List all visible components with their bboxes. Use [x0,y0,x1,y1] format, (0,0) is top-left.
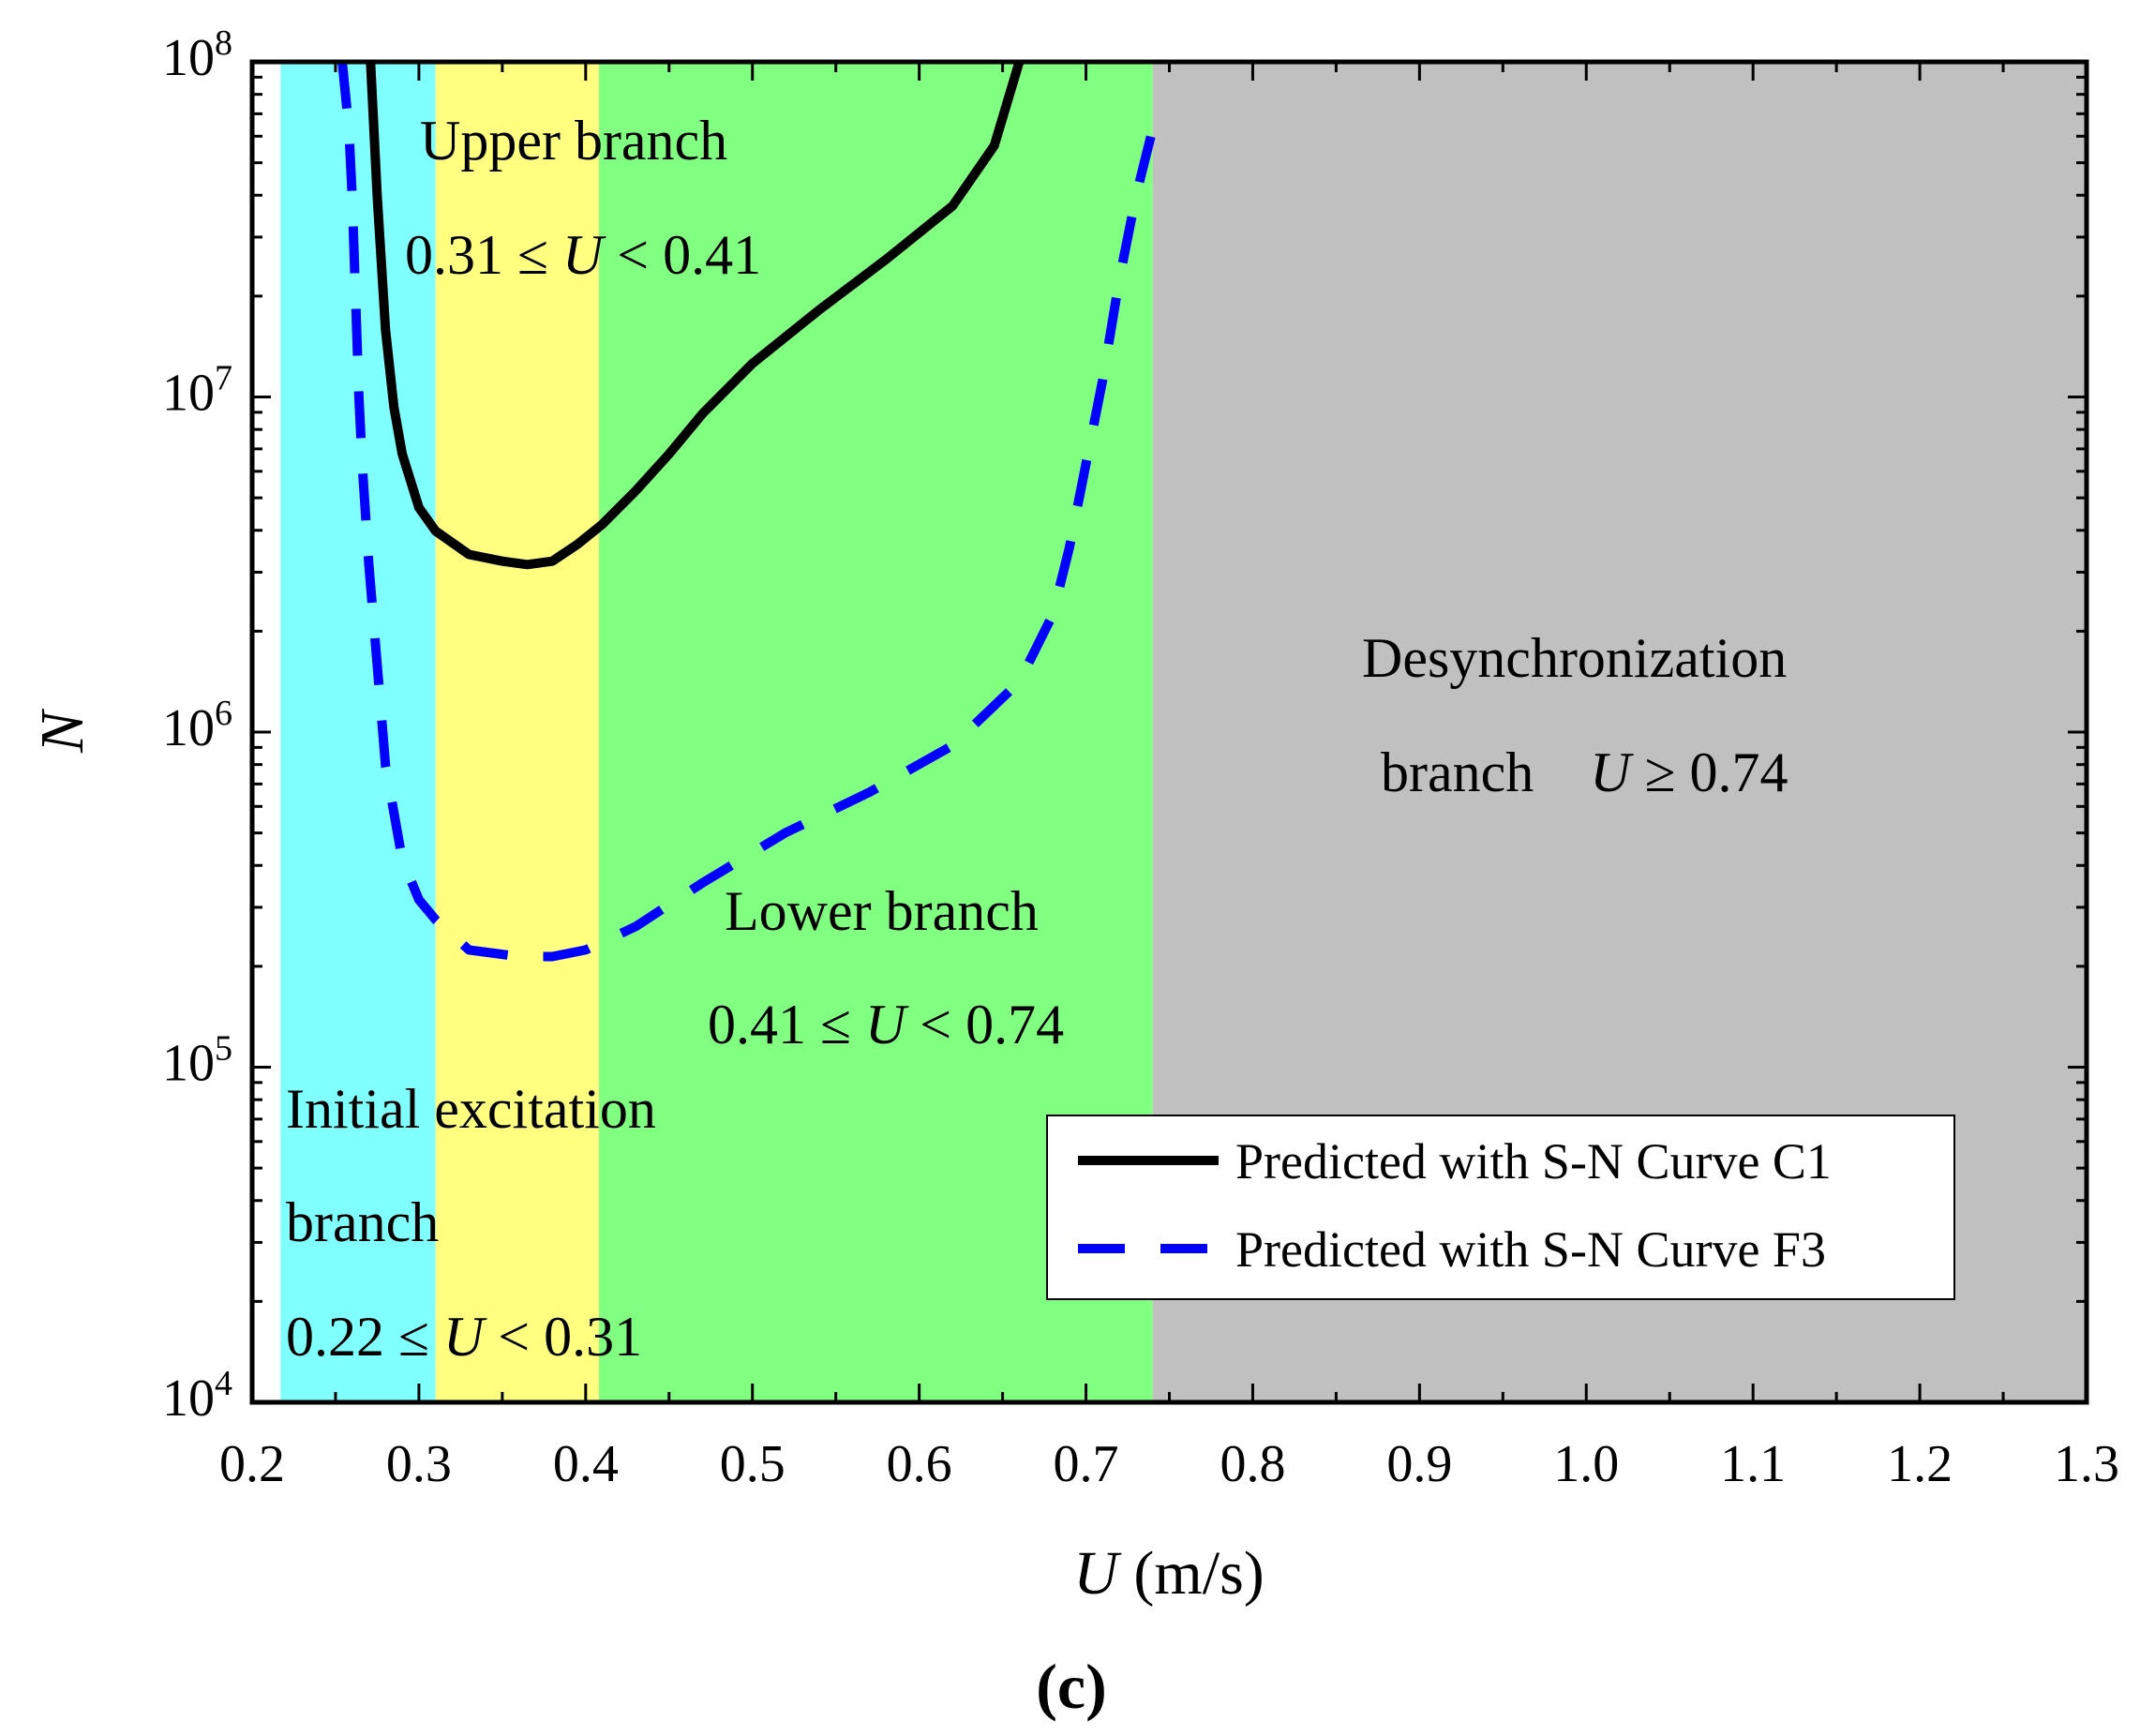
x-tick-label: 1.1 [1720,1435,1786,1493]
y-tick-labels: 104 105 106 107 108 [162,23,232,1428]
series-line-f3 [337,61,1158,962]
figure-caption: (c) [1036,1651,1106,1722]
x-tick-label: 0.9 [1386,1435,1452,1493]
x-tick-label: 0.2 [219,1435,285,1493]
lower-branch-title: Lower branch [725,880,1039,942]
y-tick-label: 106 [162,694,232,757]
x-tick-label: 0.4 [553,1435,619,1493]
lower-branch-range: 0.41 ≤ U < 0.74 [708,994,1064,1055]
region-initial [280,62,436,1402]
initial-branch-title-2: branch [286,1191,439,1253]
upper-branch-range: 0.31 ≤ U < 0.41 [405,224,761,286]
axis-ticks [250,60,2088,1404]
x-axis-title: U (m/s) [1073,1539,1265,1608]
y-tick-label: 104 [162,1364,232,1428]
initial-branch-title: Initial excitation [286,1078,656,1140]
x-tick-label: 0.3 [386,1435,452,1493]
legend: Predicted with S-N Curve C1 Predicted wi… [1046,1115,1955,1300]
y-tick-label: 105 [162,1029,232,1093]
x-tick-label: 0.5 [720,1435,786,1493]
series-line-c1 [366,60,1025,570]
y-tick-label: 107 [162,359,232,423]
legend-label-f3: Predicted with S-N Curve F3 [1235,1221,1826,1278]
legend-box [1046,1115,1955,1300]
legend-label-c1: Predicted with S-N Curve C1 [1235,1133,1832,1190]
x-tick-labels: 0.2 0.3 0.4 0.5 0.6 0.7 0.8 0.9 1.0 1.1 1.2 1.3 [219,1435,2119,1493]
desync-branch-range: branch U ≥ 0.74 [1381,741,1788,803]
x-tick-label: 1.2 [1887,1435,1953,1493]
upper-branch-title: Upper branch [420,110,727,172]
x-tick-label: 0.8 [1220,1435,1285,1493]
y-tick-label: 108 [162,23,232,87]
region-upper [435,62,600,1402]
region-annotations: Upper branch 0.31 ≤ U < 0.41 Lower branc… [286,110,1788,1368]
desync-branch-title: Desynchronization [1362,627,1787,689]
x-tick-label: 0.7 [1054,1435,1119,1493]
initial-branch-range: 0.22 ≤ U < 0.31 [286,1306,642,1368]
x-tick-label: 1.3 [2054,1435,2119,1493]
x-tick-label: 0.6 [887,1435,952,1493]
y-axis-title: N [28,708,97,754]
data-series [337,60,1158,962]
x-tick-label: 1.0 [1553,1435,1619,1493]
